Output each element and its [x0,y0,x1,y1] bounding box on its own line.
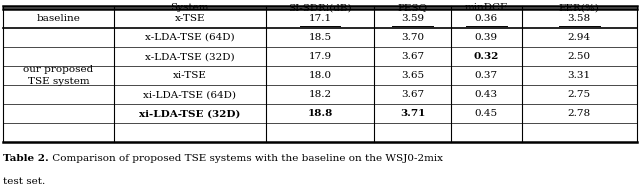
Text: 3.65: 3.65 [401,71,424,80]
Text: 0.32: 0.32 [474,52,499,61]
Text: minDCF: minDCF [465,3,508,12]
Text: 2.50: 2.50 [568,52,591,61]
Text: our proposed
TSE system: our proposed TSE system [24,65,93,86]
Text: x-LDA-TSE (32D): x-LDA-TSE (32D) [145,52,235,61]
Text: 18.2: 18.2 [308,90,332,99]
Text: baseline: baseline [36,14,81,23]
Text: 18.5: 18.5 [308,33,332,42]
Text: x-TSE: x-TSE [175,14,205,23]
Text: xi-TSE: xi-TSE [173,71,207,80]
Text: 2.78: 2.78 [568,109,591,118]
Text: x-LDA-TSE (64D): x-LDA-TSE (64D) [145,33,235,42]
Text: xi-LDA-TSE (32D): xi-LDA-TSE (32D) [139,109,241,118]
Text: Table 2.: Table 2. [3,154,49,163]
Text: 0.36: 0.36 [475,14,498,23]
Text: 18.0: 18.0 [308,71,332,80]
Text: test set.: test set. [3,177,45,185]
Text: 3.70: 3.70 [401,33,424,42]
Text: 3.58: 3.58 [568,14,591,23]
Text: 0.39: 0.39 [475,33,498,42]
Text: 0.45: 0.45 [475,109,498,118]
Text: 3.31: 3.31 [568,71,591,80]
Text: 2.75: 2.75 [568,90,591,99]
Text: 3.67: 3.67 [401,90,424,99]
Text: 3.67: 3.67 [401,52,424,61]
Text: 18.8: 18.8 [307,109,333,118]
Text: 3.59: 3.59 [401,14,424,23]
Text: EER(%): EER(%) [559,3,600,12]
Text: 2.94: 2.94 [568,33,591,42]
Text: System: System [170,3,209,12]
Text: 17.9: 17.9 [308,52,332,61]
Text: 3.71: 3.71 [400,109,426,118]
Text: 0.37: 0.37 [475,71,498,80]
Text: 17.1: 17.1 [308,14,332,23]
Text: Comparison of proposed TSE systems with the baseline on the WSJ0-2mix: Comparison of proposed TSE systems with … [49,154,444,163]
Text: xi-LDA-TSE (64D): xi-LDA-TSE (64D) [143,90,236,99]
Text: PESQ: PESQ [397,3,428,12]
Text: SI-SDRi(dB): SI-SDRi(dB) [288,3,352,12]
Text: 0.43: 0.43 [475,90,498,99]
